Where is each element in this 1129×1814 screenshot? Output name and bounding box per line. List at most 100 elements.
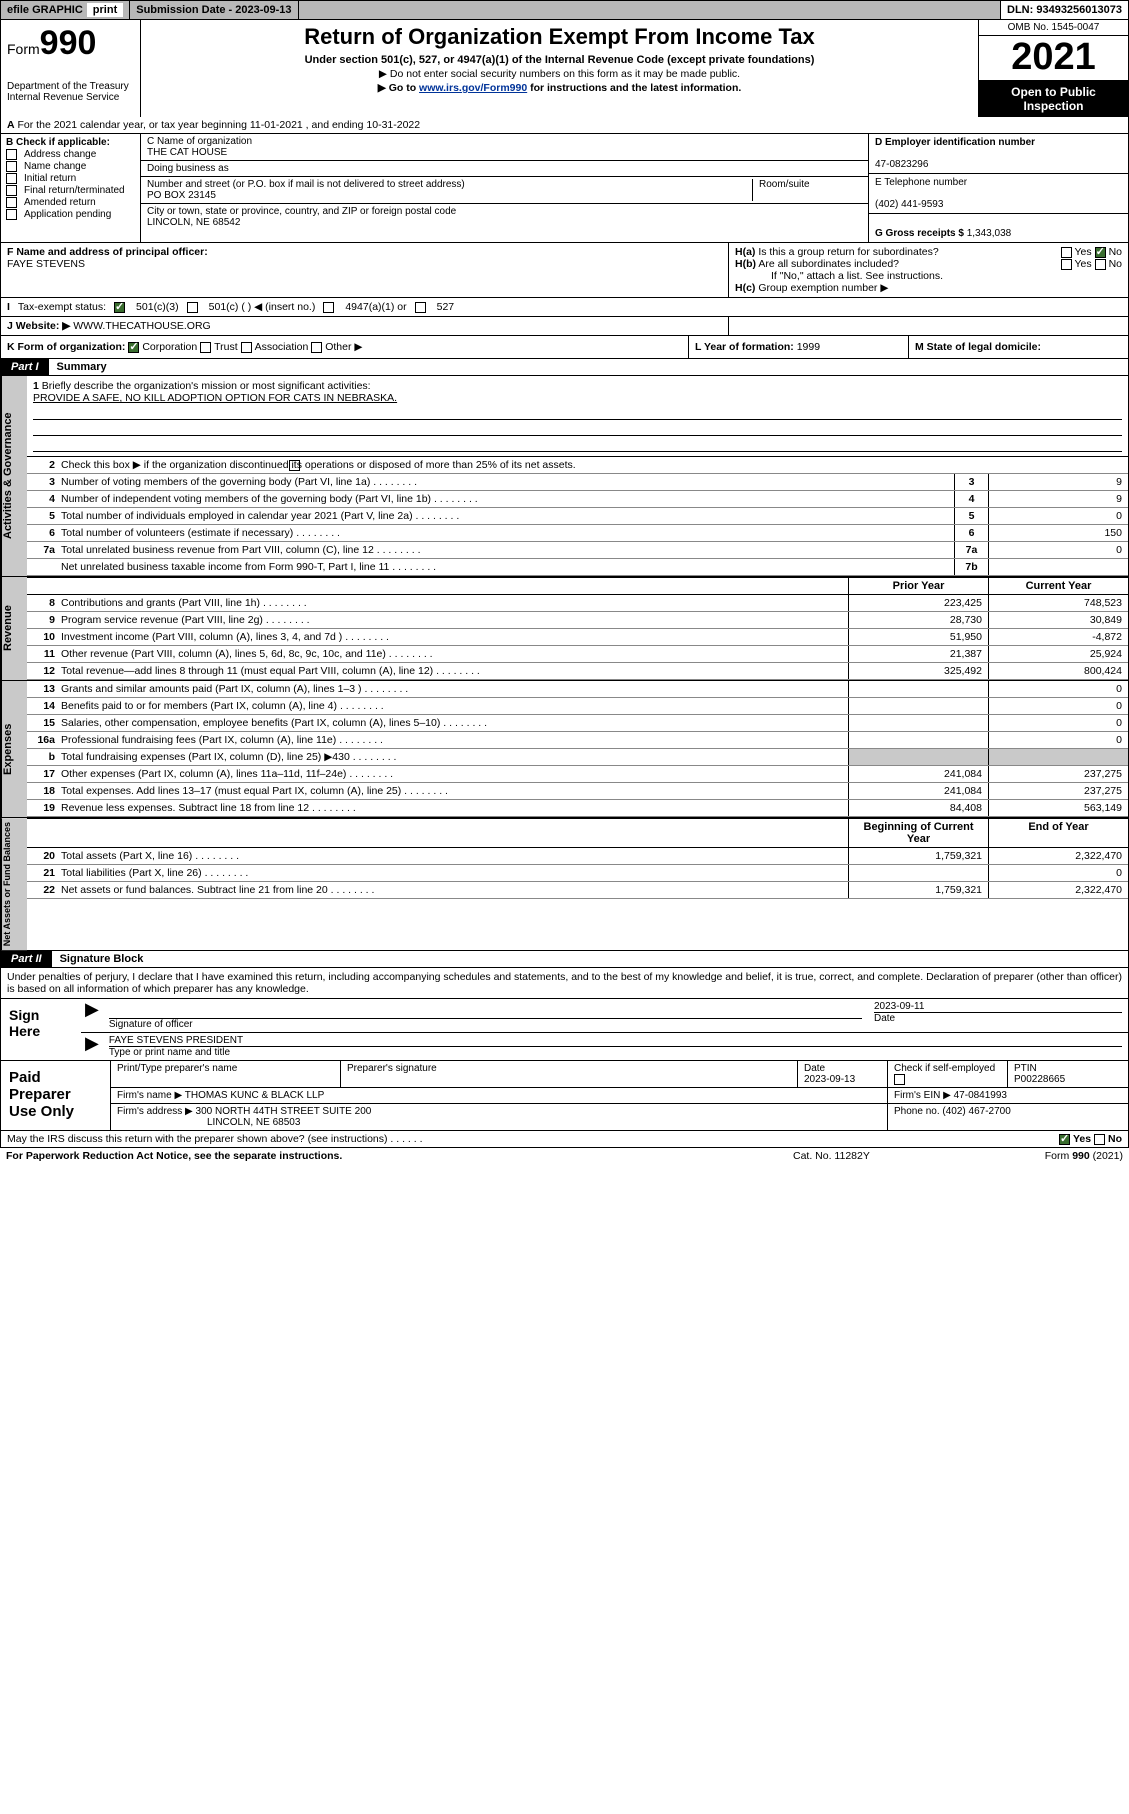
k-label: K Form of organization: — [7, 341, 125, 353]
rev-line: 10Investment income (Part VIII, column (… — [27, 629, 1128, 646]
paid-preparer-label: Paid Preparer Use Only — [1, 1061, 111, 1130]
line-2: 2 Check this box ▶ if the organization d… — [27, 457, 1128, 474]
ha-no[interactable]: No — [1109, 246, 1122, 258]
summary-governance: Activities & Governance 1 Briefly descri… — [0, 376, 1129, 576]
open-public-inspection: Open to Public Inspection — [979, 81, 1128, 117]
firm-name-value: THOMAS KUNC & BLACK LLP — [185, 1090, 324, 1101]
gov-line: Net unrelated business taxable income fr… — [27, 559, 1128, 576]
summary-expenses: Expenses 13Grants and similar amounts pa… — [0, 680, 1129, 817]
website-value: WWW.THECATHOUSE.ORG — [73, 320, 210, 332]
sig-date-value: 2023-09-11 — [874, 1001, 1122, 1013]
cb-assoc[interactable] — [241, 342, 252, 353]
addr-label: Number and street (or P.O. box if mail i… — [147, 179, 752, 190]
row-j: J Website: ▶ WWW.THECATHOUSE.ORG — [0, 317, 1129, 336]
firm-phone-value: (402) 467-2700 — [942, 1106, 1010, 1117]
rev-line: 9Program service revenue (Part VIII, lin… — [27, 612, 1128, 629]
rev-line: 8Contributions and grants (Part VIII, li… — [27, 595, 1128, 612]
cb-trust[interactable] — [200, 342, 211, 353]
gov-line: 3Number of voting members of the governi… — [27, 474, 1128, 491]
form-990: 990 — [40, 24, 97, 62]
col-current-year: Current Year — [988, 578, 1128, 594]
hb-text: Are all subordinates included? — [758, 258, 899, 270]
cb-501c3[interactable] — [114, 302, 125, 313]
irs-link[interactable]: www.irs.gov/Form990 — [419, 82, 527, 94]
arrow-icon: ▶ — [81, 999, 103, 1032]
section-a-text: For the 2021 calendar year, or tax year … — [18, 119, 421, 131]
cb-may-yes[interactable] — [1059, 1134, 1070, 1145]
hb-no[interactable]: No — [1109, 258, 1122, 270]
summary-balance: Net Assets or Fund Balances Beginning of… — [0, 817, 1129, 951]
form-subtitle: Under section 501(c), 527, or 4947(a)(1)… — [149, 54, 970, 66]
print-button[interactable]: print — [87, 3, 123, 17]
col-boy: Beginning of Current Year — [848, 819, 988, 847]
col-de: D Employer identification number 47-0823… — [868, 134, 1128, 242]
declaration: Under penalties of perjury, I declare th… — [0, 968, 1129, 998]
dba-label: Doing business as — [147, 163, 229, 174]
k-assoc: Association — [255, 341, 309, 353]
form-title: Return of Organization Exempt From Incom… — [149, 24, 970, 50]
ein-label: D Employer identification number — [875, 137, 1035, 148]
prep-date-value: 2023-09-13 — [804, 1074, 855, 1085]
top-bar: efile GRAPHIC print Submission Date - 20… — [0, 0, 1129, 20]
row-fh: F Name and address of principal officer:… — [0, 243, 1129, 298]
ha-text: Is this a group return for subordinates? — [758, 246, 938, 258]
org-name-box: C Name of organization THE CAT HOUSE — [141, 134, 868, 161]
prep-date-label: Date — [804, 1063, 825, 1074]
note2-pre: ▶ Go to — [378, 82, 419, 94]
cb-other[interactable] — [311, 342, 322, 353]
cb-corp[interactable] — [128, 342, 139, 353]
i-501c3: 501(c)(3) — [136, 301, 179, 313]
exp-line: bTotal fundraising expenses (Part IX, co… — [27, 749, 1128, 766]
topbar-spacer — [299, 1, 1001, 19]
ptin-label: PTIN — [1014, 1063, 1037, 1074]
section-bcdeg: B Check if applicable: Address change Na… — [0, 134, 1129, 243]
prep-selfemp: Check if self-employed — [894, 1063, 995, 1074]
part2-title: Signature Block — [52, 951, 152, 967]
cb-name-change[interactable]: Name change — [6, 161, 135, 172]
principal-officer: F Name and address of principal officer:… — [1, 243, 728, 297]
i-label: Tax-exempt status: — [18, 301, 106, 313]
hb-yes[interactable]: Yes — [1075, 258, 1092, 270]
irs-label: Internal Revenue Service — [7, 92, 134, 103]
cb-501c[interactable] — [187, 302, 198, 313]
cb-line2[interactable] — [289, 460, 300, 471]
header-block: Form990 Department of the Treasury Inter… — [0, 20, 1129, 117]
line2-text: Check this box ▶ if the organization dis… — [61, 459, 576, 471]
phone-value: (402) 441-9593 — [875, 199, 943, 210]
k-other: Other ▶ — [325, 341, 362, 353]
footer-pra: For Paperwork Reduction Act Notice, see … — [0, 1148, 1129, 1164]
goto-note: ▶ Go to www.irs.gov/Form990 for instruct… — [149, 82, 970, 94]
vlabel-expenses: Expenses — [1, 681, 27, 817]
may-no: No — [1108, 1133, 1122, 1145]
ein-box: D Employer identification number 47-0823… — [869, 134, 1128, 174]
city-value: LINCOLN, NE 68542 — [147, 217, 456, 228]
rev-line: 12Total revenue—add lines 8 through 11 (… — [27, 663, 1128, 680]
year-header-rev: Prior Year Current Year — [27, 577, 1128, 595]
prep-sig-label: Preparer's signature — [347, 1063, 437, 1074]
cb-initial-return[interactable]: Initial return — [6, 173, 135, 184]
city-label: City or town, state or province, country… — [147, 206, 456, 217]
header-left: Form990 Department of the Treasury Inter… — [1, 20, 141, 117]
sig-date-label: Date — [874, 1013, 895, 1024]
brief-num: 1 — [33, 380, 39, 392]
part2-header: Part II Signature Block — [0, 951, 1129, 968]
part1-header: Part I Summary — [0, 359, 1129, 376]
dba-box: Doing business as — [141, 161, 868, 177]
l-box: L Year of formation: 1999 — [688, 336, 908, 358]
cb-application-pending[interactable]: Application pending — [6, 209, 135, 220]
phone-label: E Telephone number — [875, 177, 967, 188]
cb-amended-return[interactable]: Amended return — [6, 197, 135, 208]
cb-527[interactable] — [415, 302, 426, 313]
cb-may-no[interactable] — [1094, 1134, 1105, 1145]
firm-ein-label: Firm's EIN ▶ — [894, 1090, 951, 1101]
k-box: K Form of organization: Corporation Trus… — [1, 336, 688, 358]
ha-yes[interactable]: Yes — [1075, 246, 1092, 258]
cb-4947[interactable] — [323, 302, 334, 313]
cb-address-change[interactable]: Address change — [6, 149, 135, 160]
part1-title: Summary — [49, 359, 115, 375]
f-value: FAYE STEVENS — [7, 258, 85, 270]
brief-box: 1 Briefly describe the organization's mi… — [27, 376, 1128, 457]
cb-final-return[interactable]: Final return/terminated — [6, 185, 135, 196]
cb-selfemp[interactable] — [894, 1074, 905, 1085]
i-501c: 501(c) ( ) ◀ (insert no.) — [209, 301, 316, 313]
